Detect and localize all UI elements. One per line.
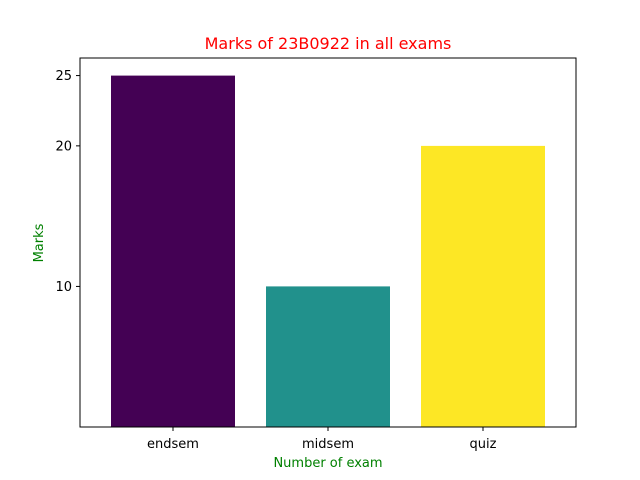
- x-tick-label: midsem: [302, 437, 354, 452]
- x-tick-label: endsem: [147, 437, 199, 452]
- plot-frame: [79, 57, 577, 428]
- x-axis-ticks: endsem midsem quiz: [147, 427, 497, 452]
- bar-midsem: [266, 286, 390, 427]
- y-axis-label: Marks: [32, 223, 47, 262]
- y-axis-ticks: 10 20 25: [55, 69, 80, 295]
- y-tick-label: 10: [55, 280, 72, 295]
- bars-group: [111, 75, 545, 427]
- y-tick-label: 20: [55, 139, 72, 154]
- x-tick-label: quiz: [470, 437, 497, 452]
- bar-endsem: [111, 75, 235, 427]
- bar-quiz: [421, 145, 545, 427]
- y-tick-label: 25: [55, 69, 72, 84]
- x-axis-label: Number of exam: [273, 456, 382, 471]
- chart-title: Marks of 23B0922 in all exams: [205, 34, 452, 53]
